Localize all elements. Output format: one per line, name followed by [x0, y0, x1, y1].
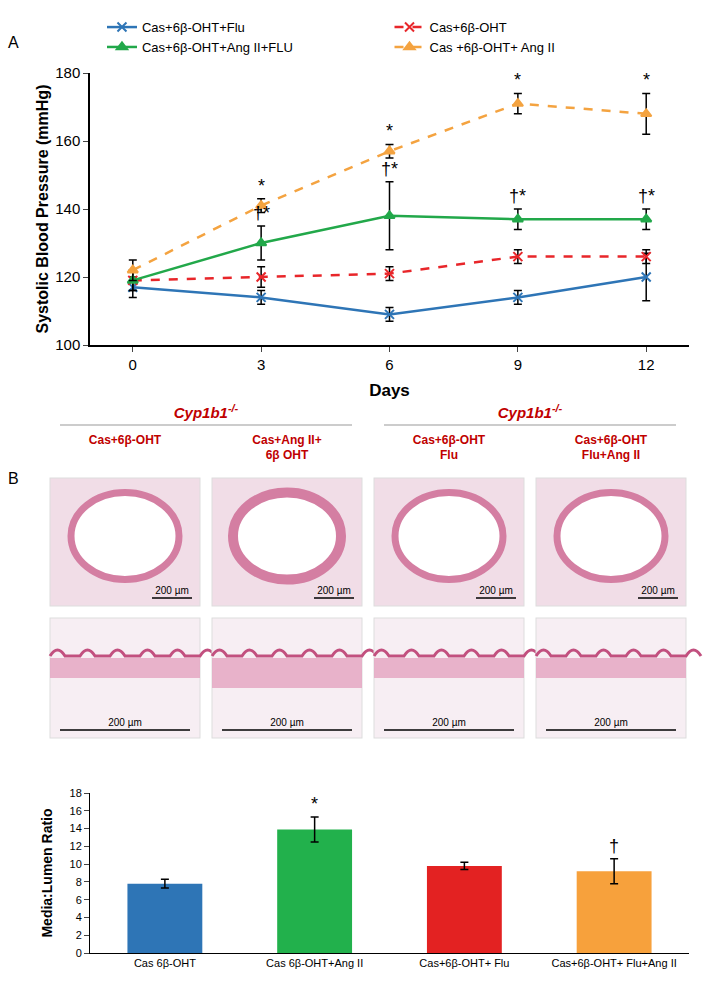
svg-text:12: 12 [638, 356, 655, 373]
svg-text:0: 0 [129, 356, 137, 373]
svg-text:200 µm: 200 µm [155, 585, 189, 596]
svg-text:Cas 6β-OHT: Cas 6β-OHT [134, 957, 196, 969]
svg-text:†*: †* [381, 159, 398, 179]
svg-text:Cas+6β-OHT: Cas+6β-OHT [89, 433, 162, 447]
svg-text:10: 10 [70, 858, 82, 870]
svg-text:180: 180 [55, 64, 80, 81]
svg-text:Cas+6β-OHT: Cas+6β-OHT [575, 433, 648, 447]
svg-text:Cas +6β-OHT+ Ang II: Cas +6β-OHT+ Ang II [430, 40, 555, 55]
svg-text:6β OHT: 6β OHT [266, 448, 309, 462]
svg-text:16: 16 [70, 805, 82, 817]
svg-text:Cyp1b1-/-: Cyp1b1-/- [498, 402, 563, 421]
svg-text:160: 160 [55, 132, 80, 149]
svg-text:Cyp1b1-/-: Cyp1b1-/- [174, 402, 239, 421]
svg-text:6: 6 [385, 356, 393, 373]
svg-text:6: 6 [76, 894, 82, 906]
svg-text:9: 9 [514, 356, 522, 373]
svg-text:Cas+6β-OHT+ Flu+Ang II: Cas+6β-OHT+ Flu+Ang II [552, 957, 677, 969]
svg-text:8: 8 [76, 876, 82, 888]
svg-text:0: 0 [76, 947, 82, 959]
svg-text:*: * [258, 176, 265, 196]
svg-text:200 µm: 200 µm [641, 585, 675, 596]
svg-text:Cas+Ang II+: Cas+Ang II+ [252, 433, 321, 447]
svg-text:†: † [609, 836, 619, 856]
svg-text:Media:Lumen Ratio: Media:Lumen Ratio [39, 808, 55, 937]
svg-text:Flu: Flu [440, 448, 458, 462]
html-text:A: A [8, 34, 19, 51]
svg-text:2: 2 [76, 929, 82, 941]
svg-text:200 µm: 200 µm [317, 585, 351, 596]
svg-text:†*: †* [638, 186, 655, 206]
svg-text:Cas+6β-OHT+Flu: Cas+6β-OHT+Flu [142, 20, 245, 35]
svg-text:200 µm: 200 µm [432, 717, 466, 728]
svg-text:4: 4 [76, 911, 82, 923]
svg-text:*: * [386, 121, 393, 141]
svg-text:Cas+6β-OHT: Cas+6β-OHT [413, 433, 486, 447]
svg-text:14: 14 [70, 822, 82, 834]
svg-text:Systolic Blood Pressure (mmHg): Systolic Blood Pressure (mmHg) [34, 85, 51, 334]
svg-text:120: 120 [55, 268, 80, 285]
svg-text:200 µm: 200 µm [479, 585, 513, 596]
svg-text:200 µm: 200 µm [108, 717, 142, 728]
svg-text:12: 12 [70, 840, 82, 852]
svg-text:*: * [311, 794, 318, 814]
svg-text:200 µm: 200 µm [594, 717, 628, 728]
svg-text:140: 140 [55, 200, 80, 217]
svg-text:Cas+6β-OHT: Cas+6β-OHT [430, 20, 507, 35]
svg-text:18: 18 [70, 787, 82, 799]
svg-text:Cas 6β-OHT+Ang II: Cas 6β-OHT+Ang II [266, 957, 363, 969]
svg-text:*: * [643, 70, 650, 90]
html-text:B: B [8, 470, 19, 487]
svg-text:3: 3 [257, 356, 265, 373]
svg-text:†*: †* [253, 203, 270, 223]
svg-text:*: * [514, 70, 521, 90]
svg-text:200 µm: 200 µm [270, 717, 304, 728]
svg-text:100: 100 [55, 336, 80, 353]
svg-text:Cas+6β-OHT+Ang II+FLU: Cas+6β-OHT+Ang II+FLU [142, 40, 293, 55]
svg-text:†*: †* [509, 186, 526, 206]
svg-text:Cas+6β-OHT+ Flu: Cas+6β-OHT+ Flu [419, 957, 509, 969]
svg-text:Days: Days [369, 381, 410, 400]
svg-text:Flu+Ang II: Flu+Ang II [582, 448, 640, 462]
